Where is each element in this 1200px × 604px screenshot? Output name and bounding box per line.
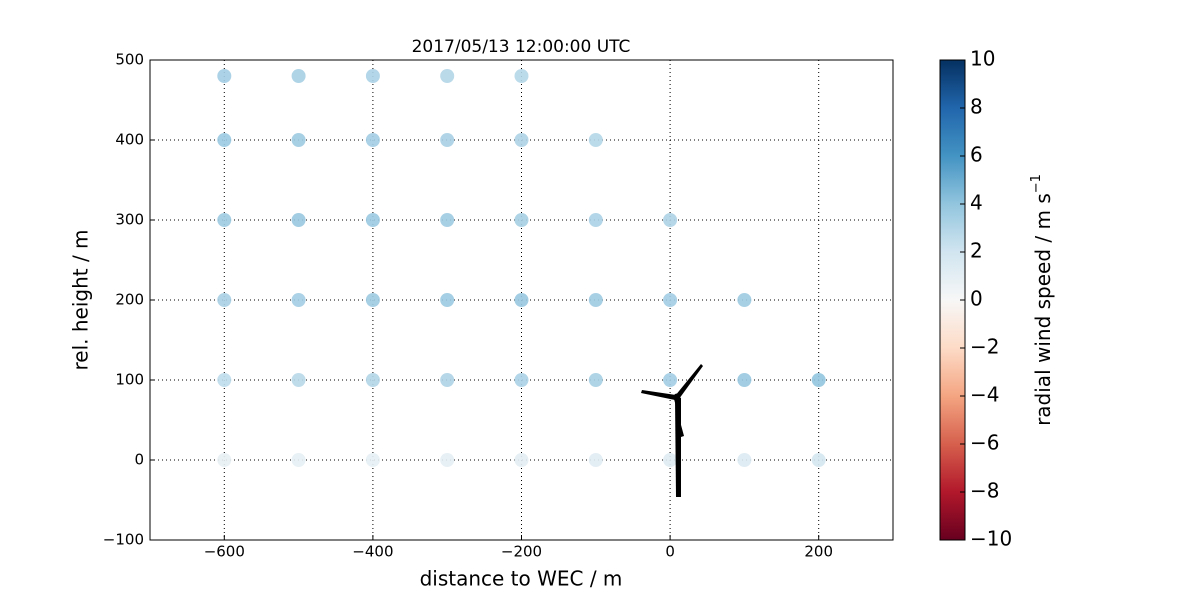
x-tick-label: −600 (204, 543, 245, 561)
turbine-tower (675, 398, 681, 497)
scatter-point (737, 453, 752, 467)
y-tick-label: 300 (115, 211, 144, 229)
colorbar-label: radial wind speed / m s−1 (1029, 174, 1055, 426)
scatter-point (217, 213, 232, 227)
colorbar-tick-label: 4 (970, 191, 983, 215)
scatter-point (737, 293, 752, 307)
chart-title: 2017/05/13 12:00:00 UTC (412, 37, 631, 57)
x-axis-label: distance to WEC / m (420, 567, 623, 591)
scatter-point (440, 373, 455, 387)
y-tick-label: 400 (115, 131, 144, 149)
scatter-point (811, 453, 826, 467)
scatter-point (514, 373, 529, 387)
scatter-point (291, 213, 306, 227)
scatter-point (514, 69, 529, 83)
scatter-point (440, 213, 455, 227)
turbine-hub (673, 393, 681, 401)
scatter-point (291, 69, 306, 83)
turbine-blade (675, 364, 703, 399)
scatter-point (291, 373, 306, 387)
scatter-point (514, 133, 529, 147)
scatter-point (291, 133, 306, 147)
colorbar-tick-label: −6 (970, 431, 999, 455)
scatter-point (663, 373, 678, 387)
scatter-point (663, 453, 678, 467)
colorbar-tick-label: −4 (970, 383, 999, 407)
scatter-point (440, 453, 455, 467)
scatter-point (588, 213, 603, 227)
y-tick-label: 100 (115, 371, 144, 389)
scatter-point (365, 69, 380, 83)
scatter-point (440, 69, 455, 83)
wind-turbine (641, 364, 703, 497)
scatter-point (365, 213, 380, 227)
colorbar-tick-label: 2 (970, 239, 983, 263)
y-tick-label: 0 (134, 451, 144, 469)
scatter-point (514, 213, 529, 227)
colorbar-tick-label: −2 (970, 335, 999, 359)
scatter-point (514, 453, 529, 467)
colorbar-tick-label: 8 (970, 95, 983, 119)
scatter-point (291, 453, 306, 467)
y-axis-label: rel. height / m (69, 229, 93, 370)
scatter-point (217, 133, 232, 147)
colorbar-label-exponent: −1 (1029, 174, 1044, 193)
x-tick-label: 200 (804, 543, 833, 561)
x-tick-label: −400 (352, 543, 393, 561)
scatter-point (811, 373, 826, 387)
scatter-point (588, 453, 603, 467)
scatter-point (588, 373, 603, 387)
scatter-point (588, 133, 603, 147)
scatter-point (440, 293, 455, 307)
turbine-blade (674, 399, 684, 437)
scatter-point (217, 293, 232, 307)
scatter-point (217, 69, 232, 83)
colorbar-tick-label: 0 (970, 287, 983, 311)
scatter-point (291, 293, 306, 307)
scatter-point (514, 293, 529, 307)
colorbar-tick-label: −10 (970, 527, 1012, 551)
scatter-point (217, 373, 232, 387)
y-tick-label: 200 (115, 291, 144, 309)
colorbar-tick-label: 6 (970, 143, 983, 167)
scatter-point (663, 213, 678, 227)
scatter-point (588, 293, 603, 307)
turbine-blade (641, 390, 676, 400)
scatter-point (440, 133, 455, 147)
scatter-point (663, 293, 678, 307)
scatter-point (365, 373, 380, 387)
scatter-point (365, 453, 380, 467)
x-tick-label: 0 (665, 543, 675, 561)
scatter-point (365, 133, 380, 147)
scatter-point (365, 293, 380, 307)
plot-area (150, 59, 893, 541)
y-tick-label: −100 (103, 531, 144, 549)
colorbar-tick-label: 10 (970, 47, 995, 71)
x-tick-label: −200 (501, 543, 542, 561)
scatter-point (217, 453, 232, 467)
colorbar-tick-label: −8 (970, 479, 999, 503)
scatter-point (737, 373, 752, 387)
y-tick-label: 500 (115, 51, 144, 69)
colorbar-label-text: radial wind speed / m s (1031, 193, 1055, 426)
